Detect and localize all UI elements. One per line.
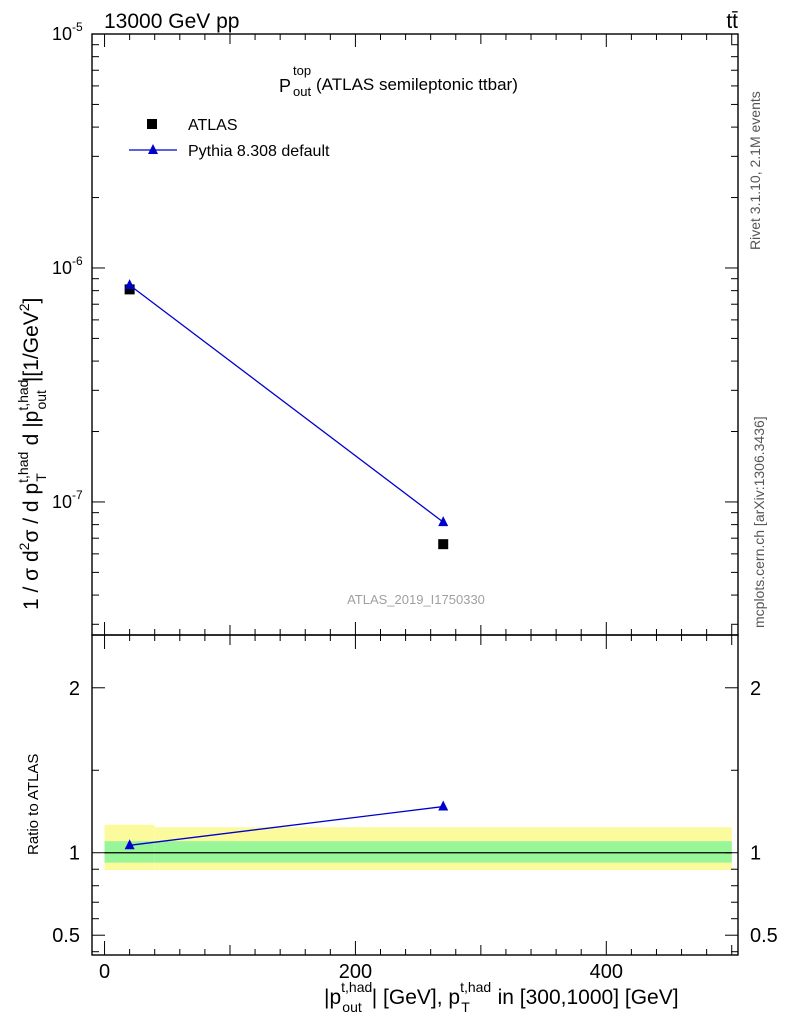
xlabel-part-a: |p <box>324 986 341 1009</box>
xlabel-sup-thad2: t,had <box>460 979 491 995</box>
title-base: P <box>279 76 291 96</box>
header-energy-label: 13000 GeV pp <box>104 10 239 33</box>
x-tick-label: 200 <box>339 961 372 983</box>
title-subscript: out <box>293 84 311 99</box>
analysis-watermark: ATLAS_2019_I1750330 <box>347 592 485 607</box>
title-rest: (ATLAS semileptonic ttbar) <box>316 75 518 94</box>
x-tick-label: 0 <box>99 961 110 983</box>
ylabel-sup-2: 2 <box>16 542 32 550</box>
xlabel-sup-thad: t,had <box>341 979 372 995</box>
ratio-pythia-point <box>124 839 135 850</box>
ratio-x-tick-labels: 0 200 400 <box>99 961 623 983</box>
xlabel-sub-out: out <box>342 999 362 1015</box>
ylabel-sup-unit: 2 <box>16 303 32 311</box>
ylabel-part-c: d |p <box>20 411 43 451</box>
ylabel-part-d: |[1/GeV <box>20 311 43 382</box>
ylabel-sup-thad2: t,had <box>15 380 31 411</box>
plot-title: P top out (ATLAS semileptonic ttbar) <box>279 63 518 99</box>
ratio-y-axis-label: Ratio to ATLAS <box>25 754 42 855</box>
main-axis-ticks <box>92 33 738 635</box>
ylabel-sub-out: out <box>33 390 49 410</box>
main-y-tick-label: 10-7 <box>52 488 83 512</box>
ratio-plot-frame <box>91 634 739 956</box>
ratio-y-tick-label-left: 1 <box>69 843 80 865</box>
ratio-y-tick-label-right: 1 <box>750 843 761 865</box>
main-plot-panel: 10-5 10-6 10-7 P top out (ATLAS semilepton… <box>15 20 739 636</box>
legend-atlas-label: ATLAS <box>188 117 238 134</box>
xlabel-part-c: in [300,1000] [GeV] <box>492 986 679 1009</box>
ratio-pythia-line <box>129 805 444 846</box>
x-axis-label: |pt,had out | [GeV], pt,had T in [300,1000]… <box>324 979 679 1015</box>
title-superscript: top <box>293 63 311 78</box>
ratio-y-tick-label-left: 0.5 <box>52 925 80 947</box>
ylabel-sup-thad: t,had <box>15 452 31 483</box>
atlas-data-point <box>438 539 449 550</box>
pythia-series-line <box>129 284 444 523</box>
main-y-tick-label: 10-6 <box>52 254 83 278</box>
ratio-axis-ticks <box>92 635 738 955</box>
ratio-uncertainty-bands <box>104 824 732 871</box>
xlabel-sub-T: T <box>461 999 470 1015</box>
ratio-plot-panel: 0.5 0.51 12 2 0 200 400 Ratio to ATLAS |pt,ha… <box>25 634 778 1015</box>
svg-text:P: P <box>279 76 291 96</box>
main-series-group <box>124 279 449 550</box>
ratio-y-tick-labels: 0.5 0.5 1 1 2 2 <box>52 678 778 947</box>
legend-pythia-marker <box>148 144 158 154</box>
ratio-y-tick-label-right: 2 <box>750 678 761 700</box>
x-tick-label: 400 <box>590 961 623 983</box>
ylabel-part-b: σ / d p <box>20 483 43 543</box>
main-y-tick-label: 10-5 <box>52 20 83 44</box>
ratio-series-group <box>124 800 449 850</box>
ratio-y-tick-label-left: 2 <box>69 678 80 700</box>
ratio-pythia-point <box>438 800 449 811</box>
ratio-inner-band <box>104 841 155 863</box>
main-y-tick-labels: 10-5 10-6 10-7 <box>52 20 83 512</box>
pythia-data-point <box>438 516 449 527</box>
mcplots-label: mcplots.cern.ch [arXiv:1306.3436] <box>751 416 767 628</box>
ratio-inner-band <box>154 841 732 863</box>
legend: ATLAS Pythia 8.308 default <box>129 117 330 160</box>
ylabel-sub-T: T <box>33 473 49 482</box>
legend-pythia-label: Pythia 8.308 default <box>188 143 330 160</box>
pythia-data-point <box>124 279 135 290</box>
header-process-label: tt̄ <box>726 10 738 33</box>
xlabel-part-b: | [GeV], p <box>372 986 460 1009</box>
atlas-data-point <box>124 284 135 295</box>
legend-atlas-marker <box>147 119 157 129</box>
ylabel-part-a: 1 / σ d <box>20 550 43 610</box>
ratio-y-tick-label-right: 0.5 <box>750 925 778 947</box>
ylabel-part-e: ] <box>20 298 43 304</box>
main-y-axis-label: 1 / σ d2σ / d pt,had T d |pt,had out|[1/Ge… <box>15 298 49 610</box>
rivet-version-label: Rivet 3.1.10, 2.1M events <box>747 91 763 250</box>
